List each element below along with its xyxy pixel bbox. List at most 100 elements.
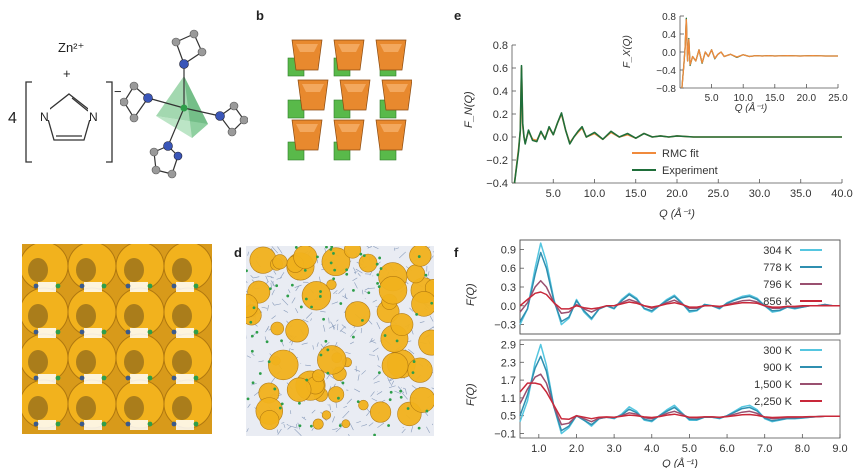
pore-blob [411,291,434,317]
series-line-856-k [519,291,840,310]
orange-cage-highlight [338,124,360,132]
framework-atom [330,246,334,249]
y-tick-label: −0.8 [656,84,676,95]
series-line-778-k [519,251,840,323]
pore-shadow [172,258,192,282]
framework-atom [412,360,416,363]
orange-cage-highlight [380,124,402,132]
pore-blob [381,352,409,380]
pore-window [130,420,148,430]
framework-atom [101,329,107,335]
framework-atom [325,246,328,249]
framework-atom [250,334,254,338]
framework-atom [298,401,301,405]
zn-tetrahedral-node [120,29,248,179]
x-tick-label: 3.0 [606,443,621,455]
pore-window [176,374,194,384]
inset-x-axis-label: Q (Å⁻¹) [735,101,768,114]
legend-label: 796 K [763,279,792,291]
framework-atom [79,329,85,335]
framework-atom [338,424,342,427]
legend-label: 300 K [763,345,792,357]
pore-blob [286,377,312,403]
pore-blob [326,279,337,290]
f-top-y-label: F(Q) [465,283,477,306]
pore-blob [272,254,288,270]
y-tick-label: 1.7 [501,375,516,387]
y-tick-label: 1.1 [501,393,516,405]
orange-cage-highlight [338,44,360,52]
pore-blob [327,386,345,403]
y-tick-label: 2.9 [501,339,516,351]
framework-atom [415,312,419,316]
y-tick-label: 0.3 [501,282,516,294]
series-line-900-k [519,355,840,432]
y-tick-label: −0.3 [494,320,516,332]
pore-shadow [28,350,48,374]
x-tick-label: 5.0 [705,93,719,104]
inset-y-axis-label: F_X(Q) [622,35,633,68]
pore-window [84,374,102,384]
series-line-300-k [519,343,840,435]
framework-atom [362,254,366,258]
x-tick-label: 7.0 [757,443,772,455]
x-tick-label: 9.0 [832,443,847,455]
x-tick-label: 35.0 [790,188,811,200]
x-tick-label: 15.0 [625,188,646,200]
framework-atom [322,317,326,321]
pore-shadow [28,258,48,282]
f-bottom-y-label: F(Q) [465,383,477,406]
framework-atom [359,252,363,256]
y-tick-label: 0.6 [493,63,508,75]
axes-f-top: 0.9 0.6 0.3 0.0 −0.3 [494,239,841,335]
pore-shadow [124,350,144,374]
anion-charge: − [114,84,122,99]
crystal-pore-image [22,244,212,434]
framework-atom [377,285,381,289]
framework-atom [171,375,177,381]
pore-blob [293,246,318,269]
pore-blob [341,419,351,429]
x-tick-label: 25.0 [708,188,729,200]
orange-cage-highlight [344,84,366,92]
legend-f-top: 304 K 778 K 796 K 856 K [763,245,822,308]
pore-blob [358,399,369,411]
framework-atom [298,424,302,428]
framework-atom [417,255,421,258]
panel-letter-d: d [234,245,242,260]
panel-a-chemistry: Zn²⁺ + 4 N N − [0,0,248,200]
pore-shadow [28,396,48,420]
y-tick-label: 0.4 [662,30,676,41]
pore-blob [418,329,434,356]
framework-atom [267,360,271,364]
pore-shadow [76,258,96,282]
framework-atom [79,283,85,289]
y-tick-label: 0.0 [662,48,676,59]
x-tick-label: 4.0 [644,443,659,455]
framework-atom [250,349,254,353]
panel-letter-b: b [256,8,264,23]
framework-atom [33,329,39,335]
framework-atom [319,290,322,293]
framework-atom [395,339,399,343]
y-tick-label: −0.1 [494,429,516,441]
framework-atom [125,421,131,427]
y-tick-label: 2.3 [501,357,516,369]
framework-atom [294,246,298,249]
legend-label: Experiment [662,165,718,177]
axes-e: 0.8 0.6 0.4 0.2 0.0 −0.2 −0.4 5.0 10.0 15.0 20.0 25… [486,40,852,200]
amorphous-pore-image [246,246,434,436]
x-tick-label: 20.0 [797,93,817,104]
legend-label: 2,250 K [754,396,793,408]
x-tick-label: 30.0 [749,188,770,200]
framework-atom [33,421,39,427]
framework-atom [406,407,410,410]
pore-window [130,374,148,384]
framework-atom [280,339,283,343]
pore-window [38,282,56,292]
y-tick-label: −0.4 [486,178,508,190]
framework-atom [378,256,382,260]
pore-window [176,282,194,292]
framework-atom [310,305,313,309]
series-line-inset-1 [681,18,838,89]
